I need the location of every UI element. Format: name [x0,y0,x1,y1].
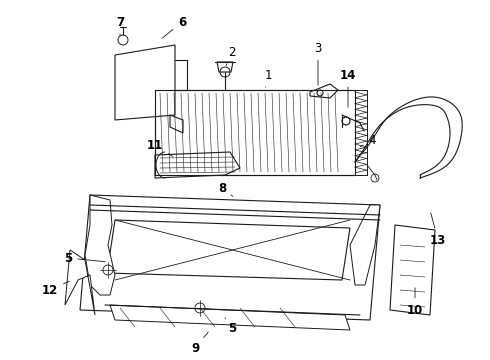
Polygon shape [65,250,95,315]
Text: 3: 3 [314,41,322,85]
Polygon shape [217,62,233,72]
Polygon shape [85,195,115,295]
Text: 9: 9 [191,332,208,355]
Text: 2: 2 [226,45,236,66]
Polygon shape [310,84,338,98]
Polygon shape [115,45,175,120]
Polygon shape [390,225,435,315]
Text: 5: 5 [64,252,105,265]
Text: 12: 12 [42,281,70,297]
Polygon shape [170,115,183,133]
Polygon shape [80,195,380,320]
Polygon shape [110,305,350,330]
Text: 10: 10 [407,288,423,316]
Polygon shape [107,220,350,280]
Text: 13: 13 [430,213,446,247]
Text: 6: 6 [162,15,186,38]
Polygon shape [155,152,240,178]
Text: 5: 5 [225,318,236,334]
Polygon shape [350,205,380,285]
Text: 8: 8 [218,181,233,196]
Text: 1: 1 [264,68,272,87]
Polygon shape [155,90,355,175]
Text: 7: 7 [116,15,124,35]
Text: 4: 4 [361,134,376,147]
Text: 11: 11 [147,139,172,157]
Text: 14: 14 [340,68,356,107]
